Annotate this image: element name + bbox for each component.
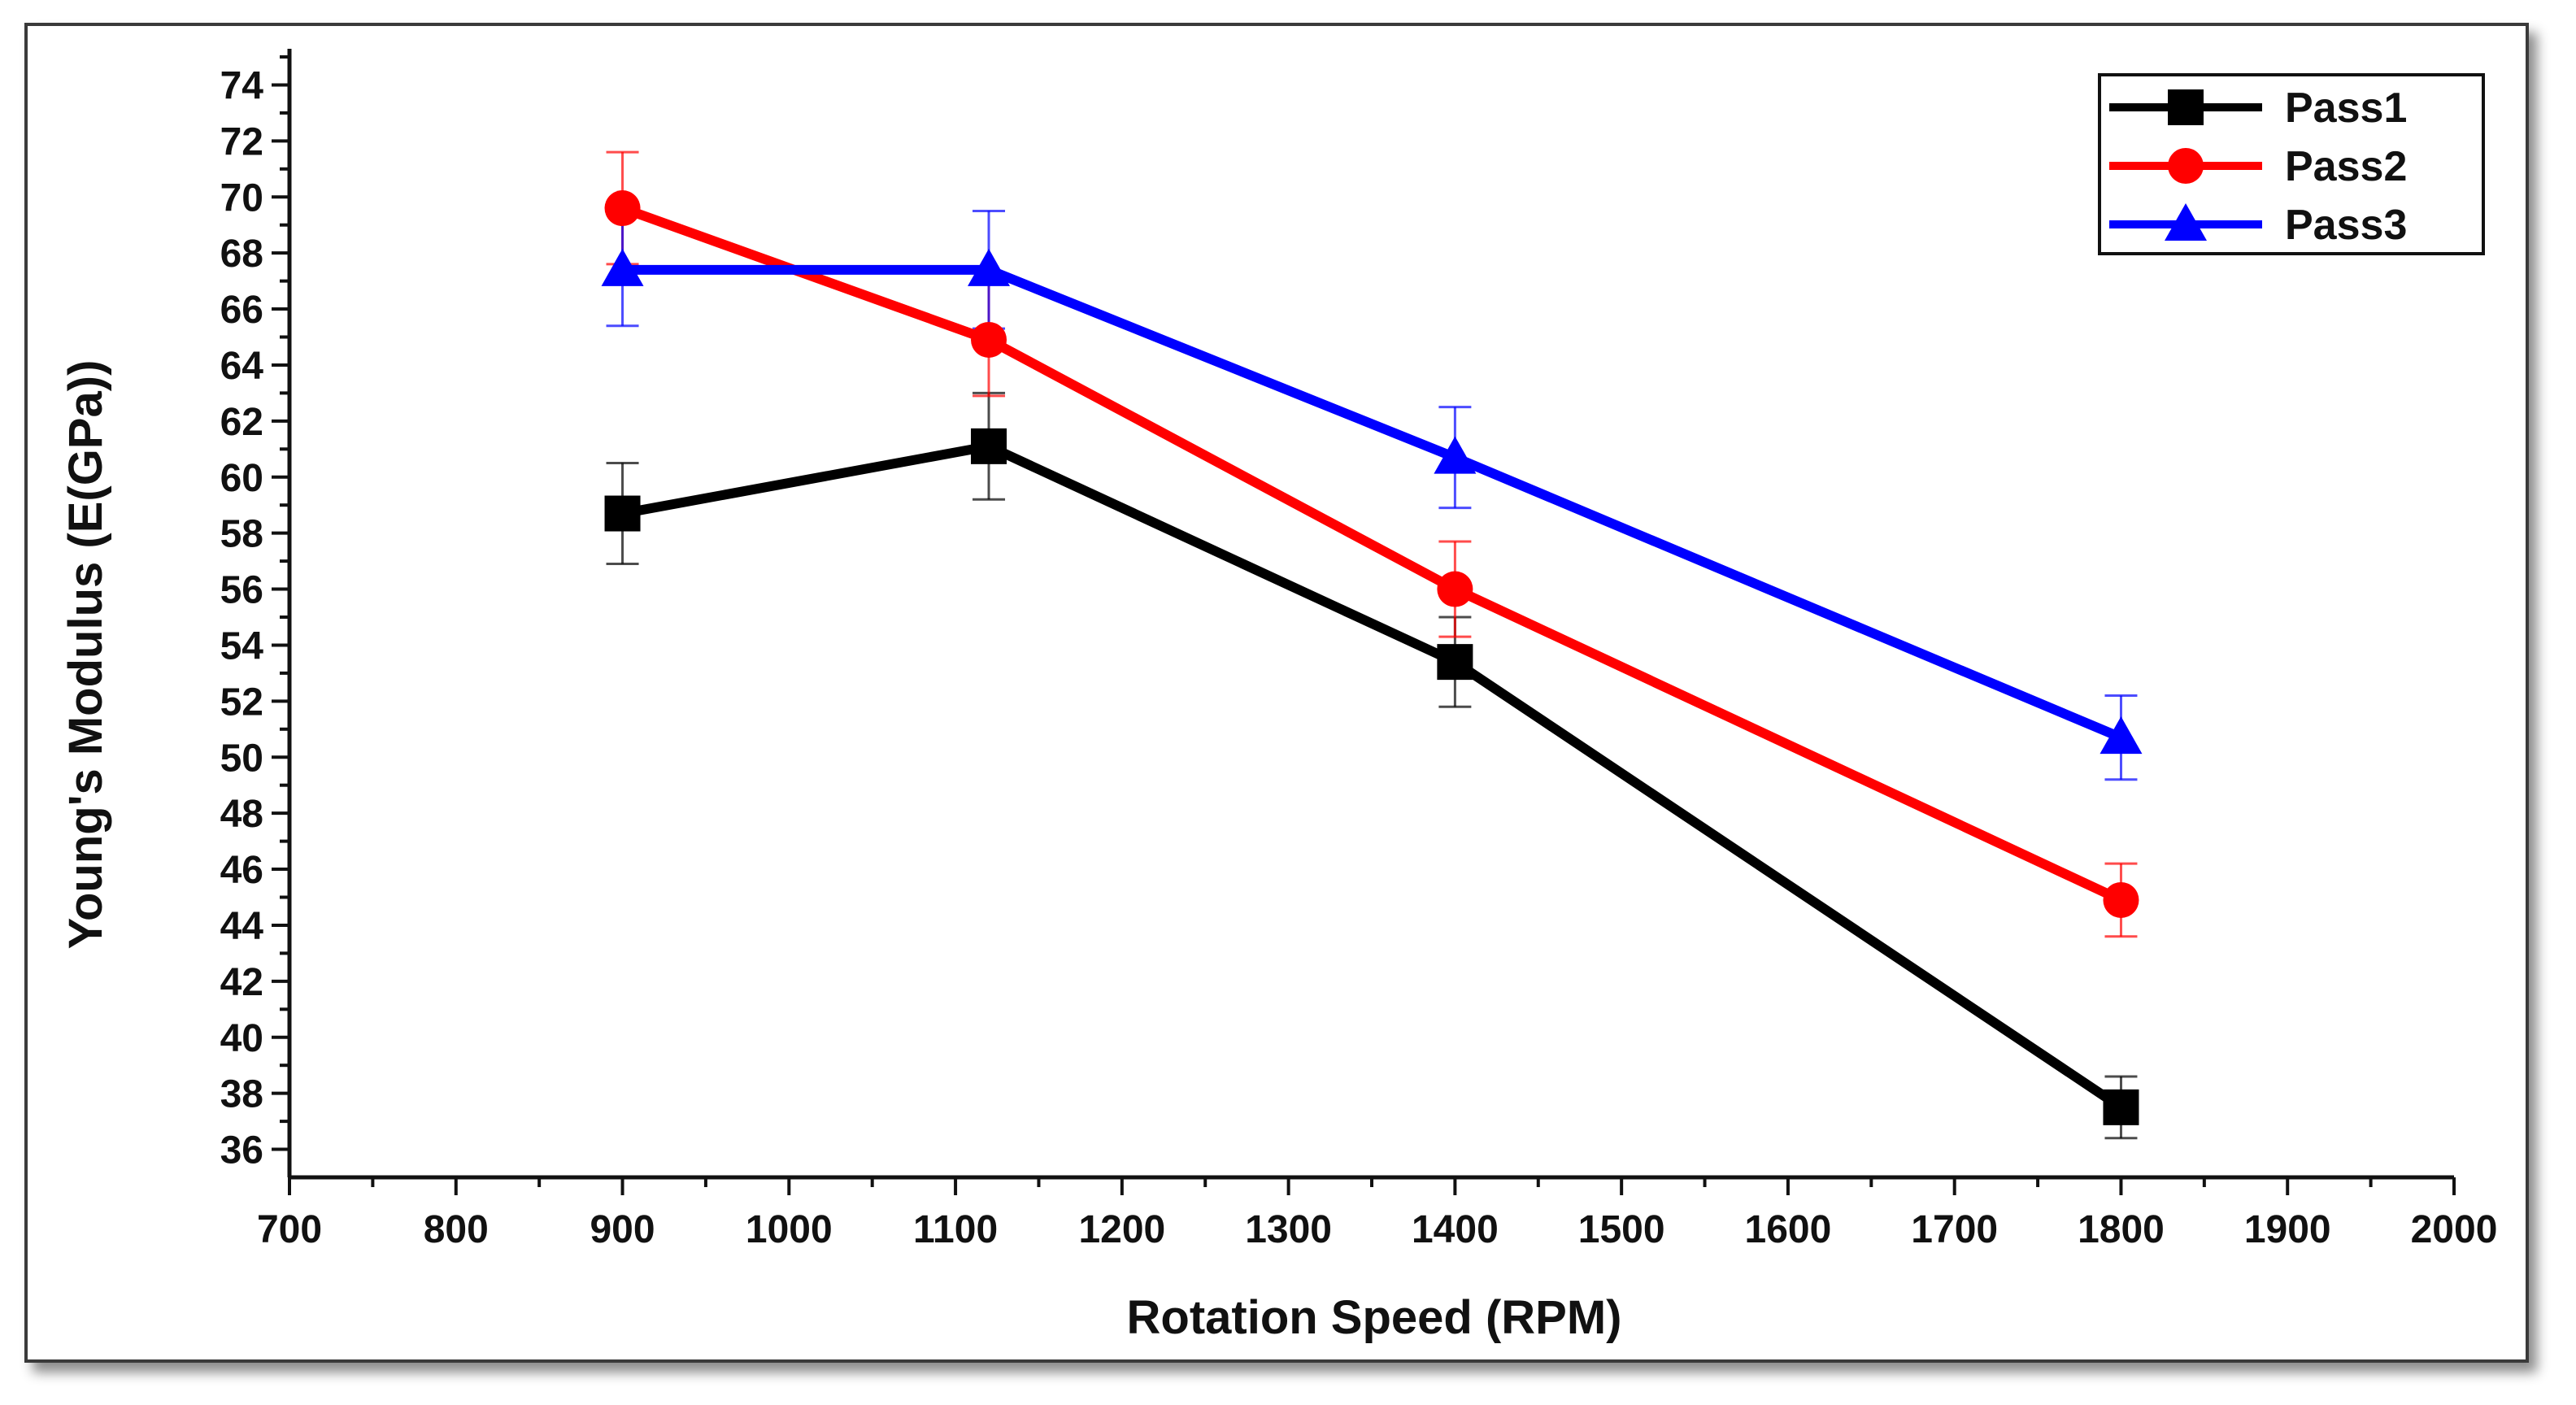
x-tick-label: 1400 (1412, 1208, 1499, 1251)
pass1-point (604, 495, 641, 532)
legend-pass2-label: Pass2 (2285, 143, 2407, 190)
pass2-point (971, 321, 1007, 358)
x-tick-label: 1200 (1078, 1208, 1165, 1251)
pass3-line (622, 264, 2123, 742)
pass3-point (2100, 716, 2143, 755)
y-tick-label: 58 (220, 513, 263, 556)
legend-pass1-marker (2168, 89, 2204, 125)
x-tick-label: 1600 (1745, 1208, 1832, 1251)
y-tick-label: 66 (220, 289, 263, 332)
y-tick-label: 64 (220, 345, 264, 388)
pass2-point (1437, 571, 1473, 607)
y-tick-label: 62 (220, 401, 263, 444)
x-tick-label: 1500 (1578, 1208, 1665, 1251)
pass3-point (601, 248, 644, 286)
y-tick-label: 50 (220, 737, 263, 780)
x-tick-label: 1800 (2078, 1208, 2165, 1251)
legend-pass3-label: Pass3 (2285, 202, 2407, 249)
y-tick-label: 36 (220, 1129, 263, 1172)
x-tick-label: 900 (590, 1208, 655, 1251)
pass2-point (604, 190, 641, 227)
legend-pass3-marker (2165, 203, 2207, 241)
axes: 36 38 40 42 44 46 48 50 52 54 56 58 60 62 64 66 68 70 72 74… (220, 49, 2498, 1251)
y-tick-label: 52 (220, 681, 263, 724)
y-tick-label: 72 (220, 120, 263, 163)
series-markers (601, 190, 2143, 1125)
pass1-point (1437, 644, 1473, 681)
y-tick-label: 54 (220, 624, 264, 668)
pass1-line (621, 441, 2124, 1111)
legend: Pass1 Pass2 Pass3 (2098, 73, 2485, 255)
y-tick-label: 56 (220, 569, 263, 612)
x-tick-label: 800 (424, 1208, 489, 1251)
x-tick-label: 1700 (1911, 1208, 1998, 1251)
x-tick-label: 2000 (2411, 1208, 2498, 1251)
x-tick-label: 1100 (913, 1208, 998, 1251)
series-lines (620, 203, 2124, 1111)
x-tick-label: 700 (257, 1208, 322, 1251)
y-tick-label: 68 (220, 233, 263, 276)
x-tick-label: 1900 (2244, 1208, 2331, 1251)
y-tick-label: 48 (220, 793, 263, 836)
pass1-point (2103, 1089, 2139, 1125)
pass3-point (968, 248, 1011, 286)
y-tick-label: 40 (220, 1017, 263, 1060)
pass2-line (620, 203, 2123, 905)
pass2-point (2103, 881, 2139, 918)
x-tick-label: 1300 (1245, 1208, 1332, 1251)
y-tick-label: 60 (220, 457, 263, 500)
y-tick-label: 42 (220, 961, 263, 1004)
y-tick-label: 70 (220, 176, 263, 220)
pass1-point (971, 428, 1007, 464)
x-axis-title: Rotation Speed (RPM) (1127, 1291, 1622, 1344)
legend-pass2-marker (2168, 148, 2204, 184)
y-tick-label: 74 (220, 64, 264, 107)
y-tick-label: 44 (220, 905, 264, 948)
y-axis-title: Young's Modulus (E(GPa)) (59, 360, 112, 950)
y-tick-label: 46 (220, 849, 263, 892)
y-tick-label: 38 (220, 1073, 263, 1116)
legend-pass1-label: Pass1 (2285, 85, 2407, 132)
pass3-point (1434, 436, 1477, 474)
x-tick-label: 1000 (746, 1208, 833, 1251)
